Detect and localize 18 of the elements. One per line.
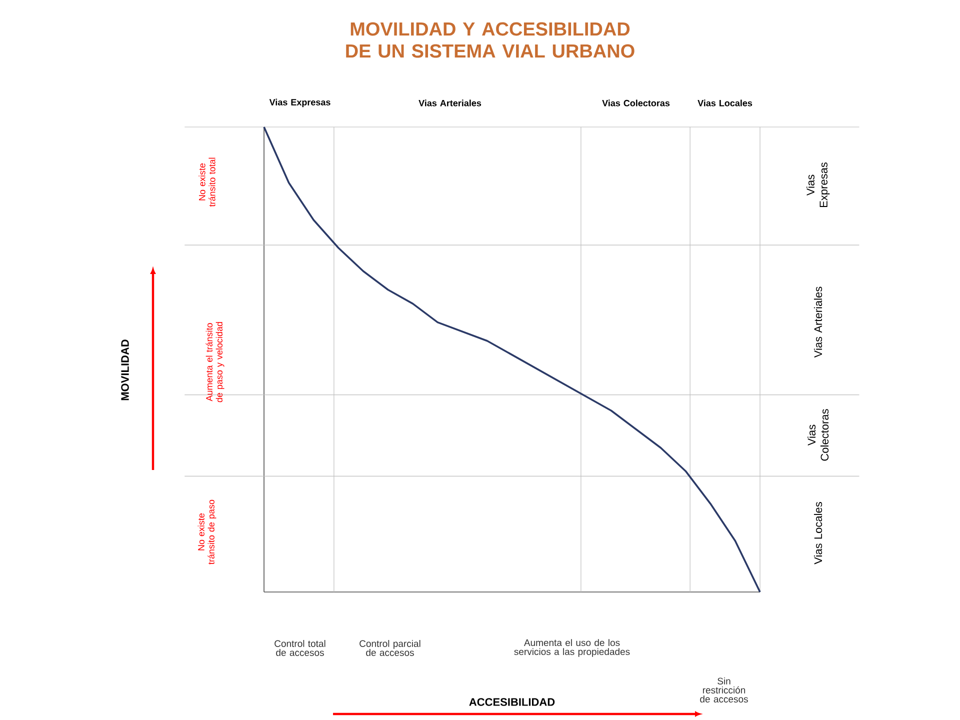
text: Vias Expresas [269, 98, 330, 108]
text: Aumenta el tránsito de paso y velocidad [206, 322, 224, 402]
chart-title: MOVILIDAD Y ACCESIBILIDAD DE UN SISTEMA VIAL URBANO [346, 22, 634, 58]
text: No existe tránsito total [198, 158, 216, 207]
text: Vias Expresas [806, 162, 830, 208]
text: Vias Colectoras [807, 409, 829, 461]
text: Vias Colectoras [602, 100, 670, 106]
text: MOVILIDAD [121, 340, 129, 400]
text: Vias Locales [698, 100, 752, 106]
text: Sin restricción de accesos [700, 678, 748, 702]
text: No existe tránsito de paso [198, 500, 216, 564]
text: Control parcial de accesos [360, 640, 420, 656]
text: Vias Arteriales [814, 286, 822, 358]
text: ACCESIBILIDAD [469, 698, 555, 706]
text: Vias Locales [814, 502, 822, 564]
text: Control total de accesos [274, 640, 326, 656]
text: Aumenta el uso de los servicios a las propiedades [514, 639, 630, 657]
text: Vias Arteriales [418, 100, 482, 106]
